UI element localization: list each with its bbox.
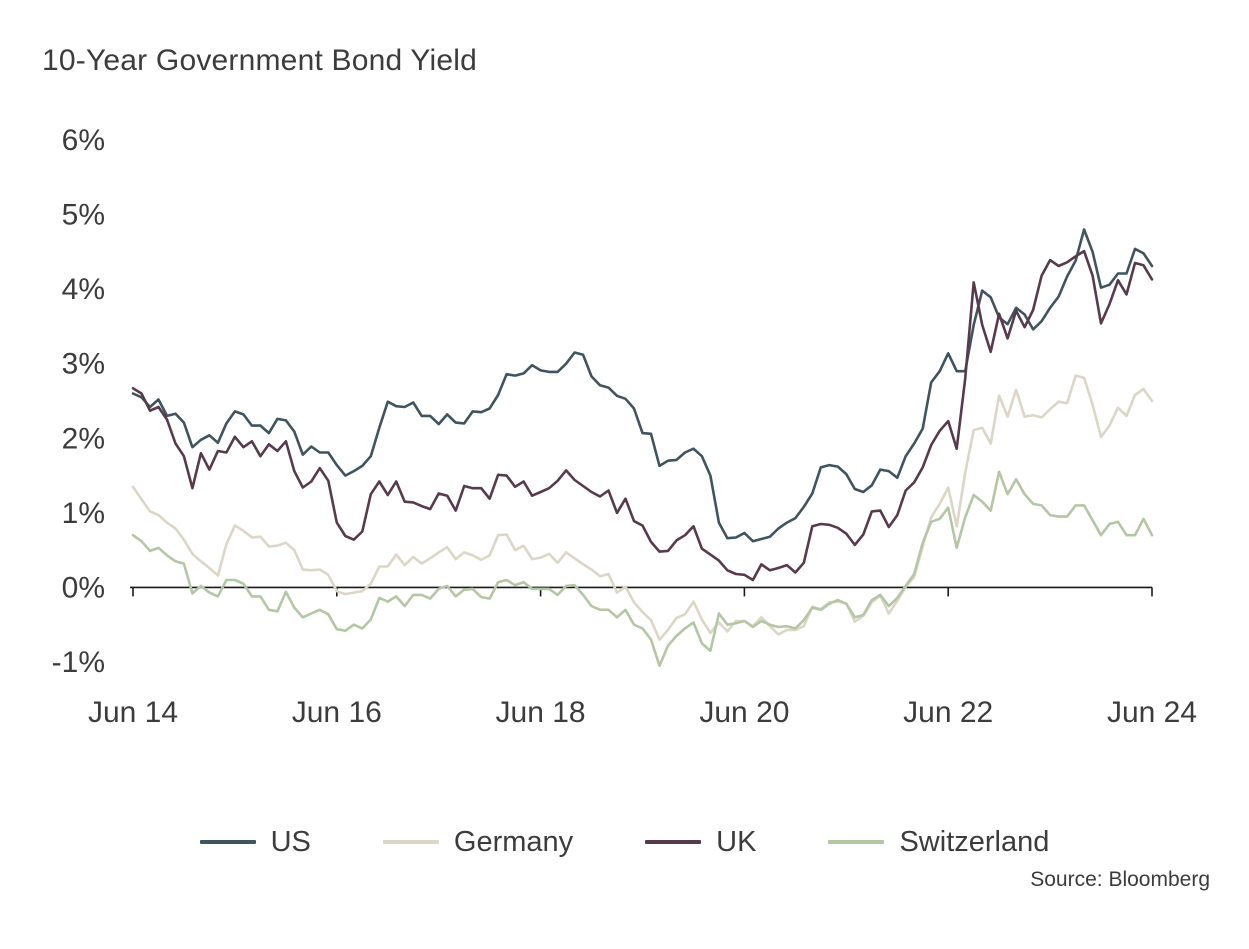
legend-swatch-germany [382, 840, 439, 844]
x-tick-label: Jun 20 [699, 696, 789, 729]
series-line-us [131, 228, 1154, 543]
legend-label-us: US [270, 825, 311, 858]
x-tick-label: Jun 16 [292, 696, 382, 729]
series-line-switzerland [131, 470, 1154, 667]
y-tick-label: 5% [62, 199, 105, 232]
series-line-uk [131, 249, 1154, 582]
series-line-germany [131, 374, 1154, 641]
y-tick-label: 6% [62, 124, 105, 157]
y-tick-label: -1% [52, 646, 105, 679]
x-tick-label: Jun 24 [1107, 696, 1197, 729]
legend-item-germany: Germany [382, 825, 574, 859]
legend-item-us: US [199, 825, 311, 859]
legend-label-switzerland: Switzerland [899, 825, 1050, 858]
x-tick-label: Jun 14 [88, 696, 178, 729]
y-tick-label: 2% [62, 422, 105, 455]
legend-item-uk: UK [645, 826, 756, 859]
y-tick-label: 3% [62, 348, 105, 381]
legend-swatch-switzerland [828, 840, 885, 844]
x-tick-label: Jun 18 [496, 696, 586, 729]
source-credit: Source: Bloomberg [1030, 868, 1210, 891]
legend-swatch-us [199, 840, 256, 844]
legend-swatch-uk [645, 840, 702, 844]
legend-label-uk: UK [716, 825, 757, 858]
legend: US Germany UK Switzerland [0, 820, 1249, 864]
chart-title: 10-Year Government Bond Yield [42, 44, 477, 77]
y-tick-label: 1% [62, 497, 105, 530]
legend-label-germany: Germany [453, 825, 574, 858]
x-tick-label: Jun 22 [903, 696, 993, 729]
legend-item-switzerland: Switzerland [828, 826, 1049, 859]
plot-area: 6% 5% 4% 3% 2% 1% 0% -1% Jun 14 Jun 16 Jun 18 Jun 2… [52, 124, 1197, 729]
y-tick-label: 0% [62, 571, 105, 604]
y-tick-label: 4% [62, 273, 105, 306]
